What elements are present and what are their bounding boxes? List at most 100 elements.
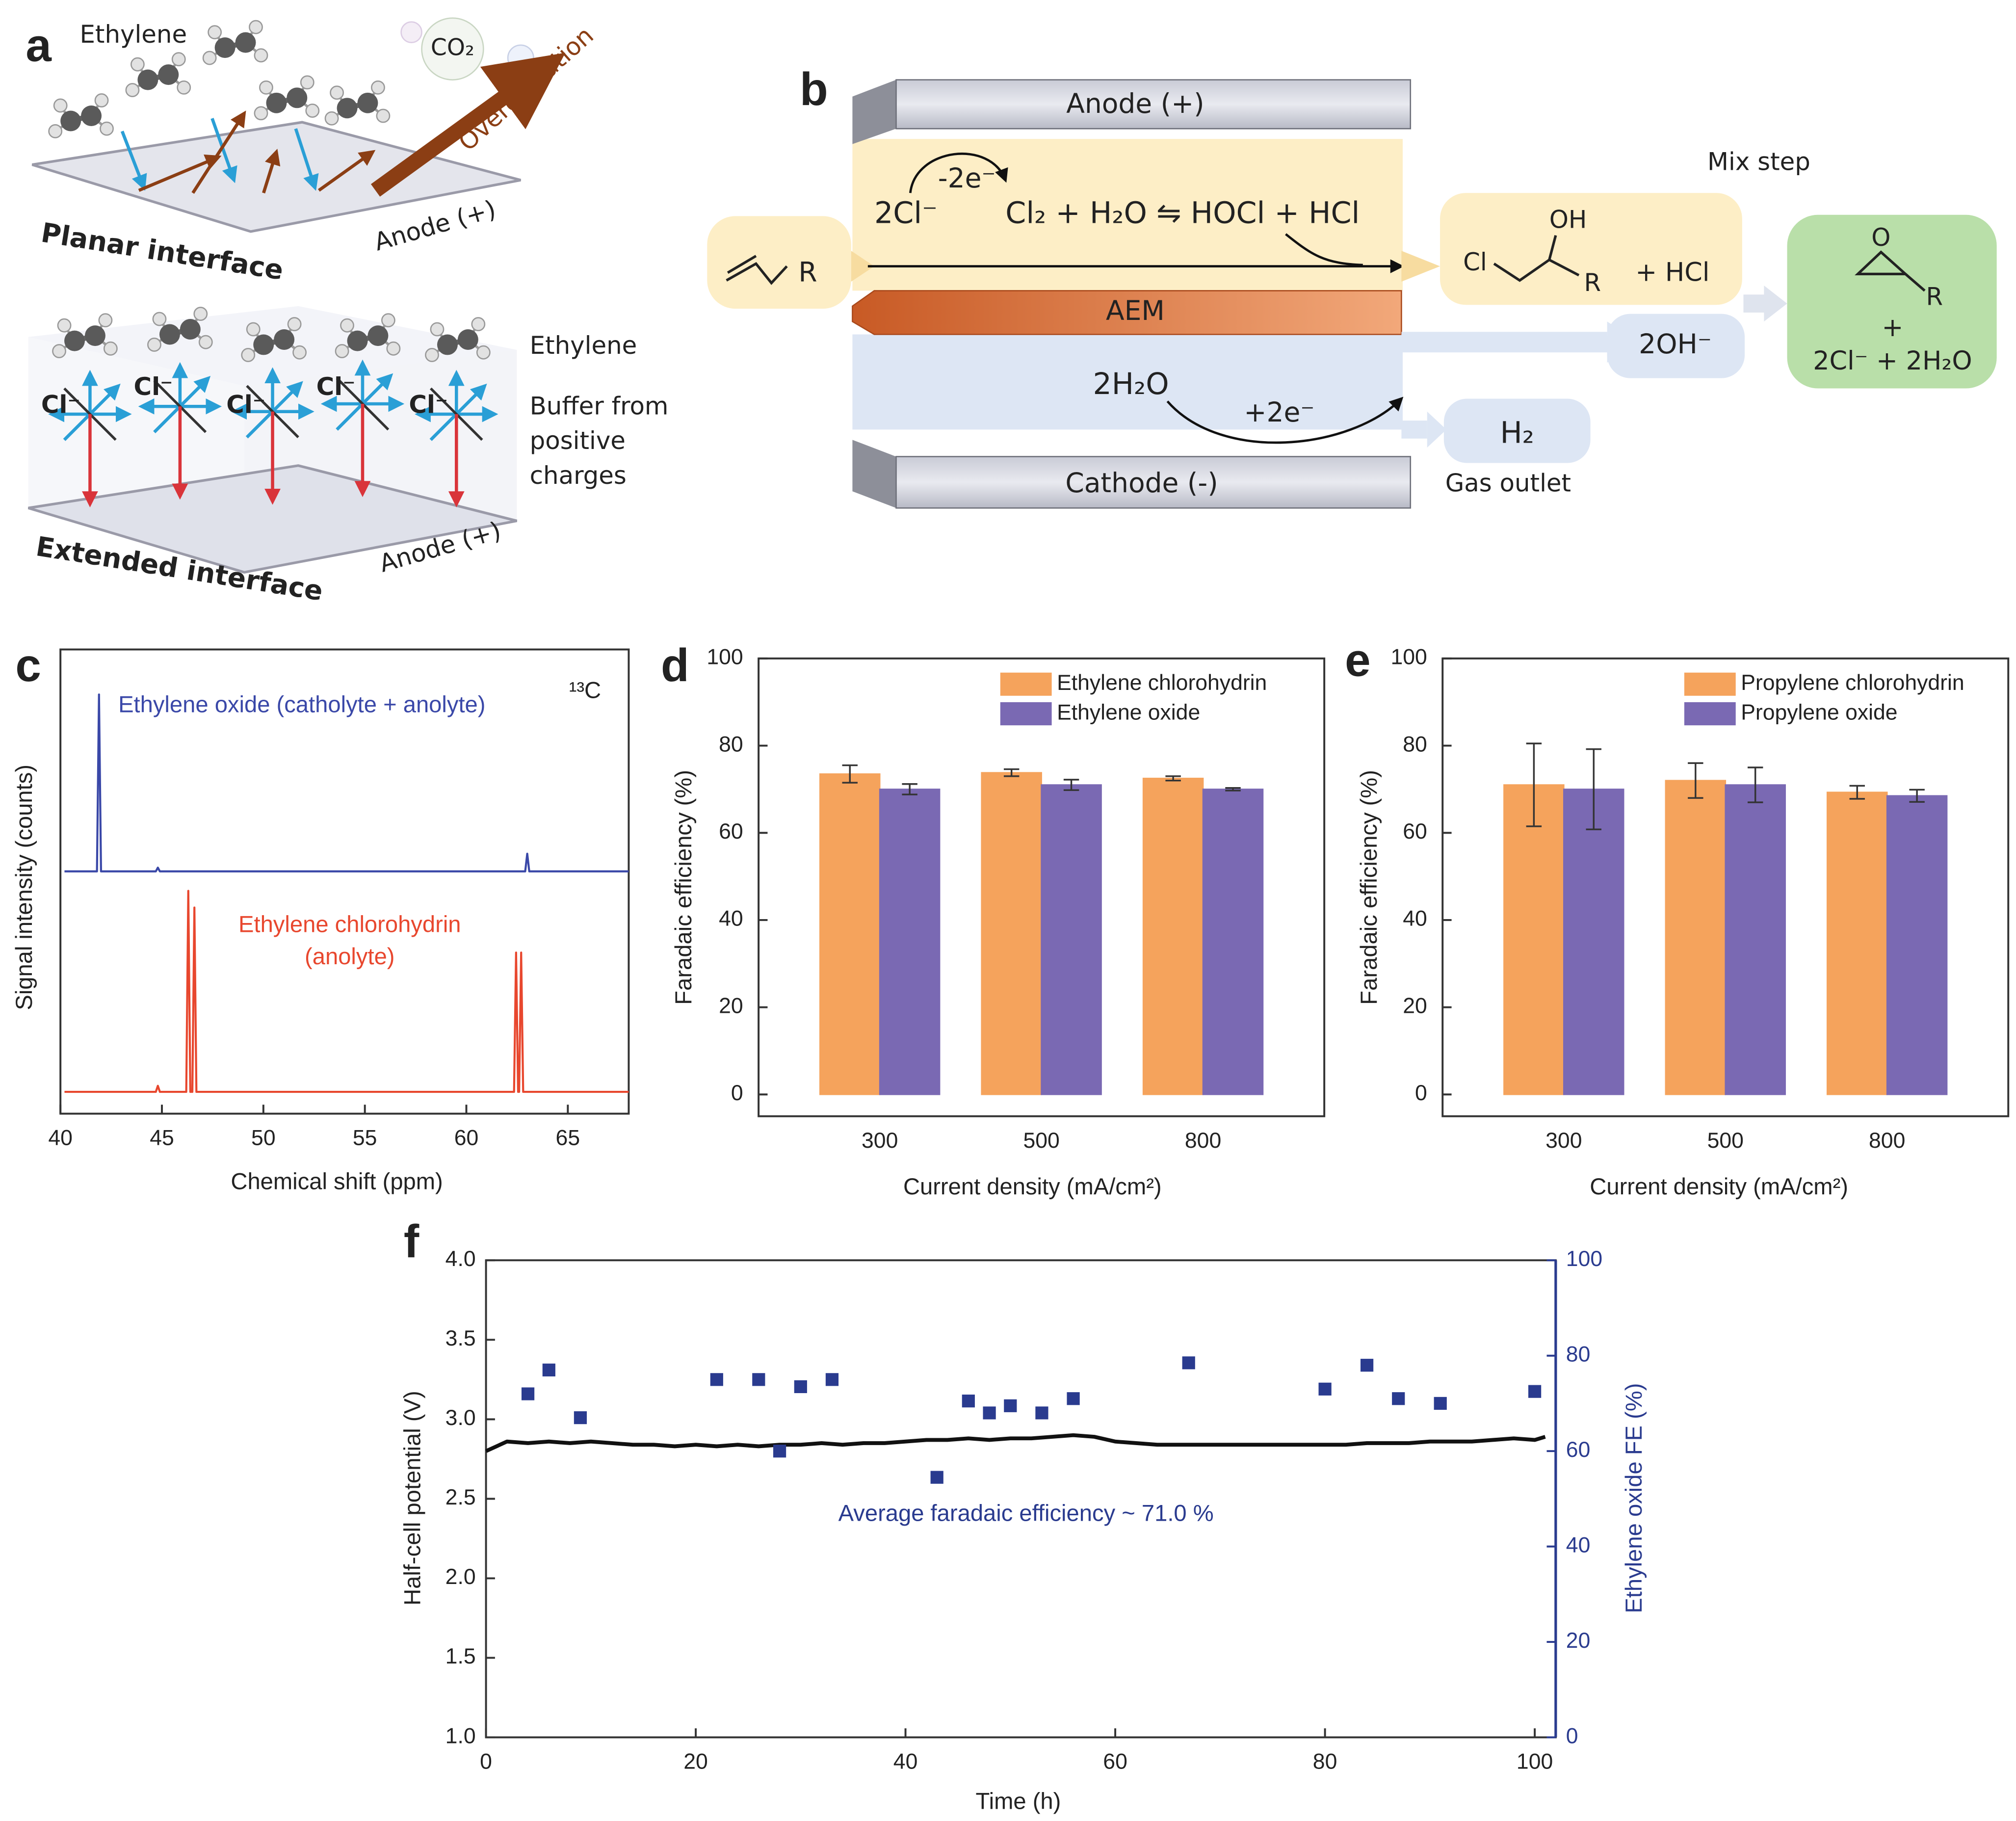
x-tick-label: 50	[251, 1126, 276, 1150]
ion-label: Cl⁻	[409, 391, 448, 419]
y-tick-label: 1.5	[445, 1644, 476, 1668]
epoxide-ring	[1855, 250, 1909, 275]
charts: c Chemical shift (ppm) Signal intensity (c…	[11, 634, 2010, 1814]
x-axis-label: Current density (mA/cm²)	[1590, 1173, 1848, 1199]
anode-bevel	[852, 79, 896, 144]
electron-label: -2e⁻	[938, 162, 996, 194]
bar	[1826, 792, 1888, 1095]
x-tick-label: 55	[353, 1126, 377, 1150]
x-axis-label: Chemical shift (ppm)	[231, 1168, 443, 1194]
gas-label: Gas outlet	[1445, 469, 1571, 498]
error-bar	[1849, 785, 1865, 800]
bar	[1563, 789, 1624, 1095]
data-point	[1318, 1382, 1332, 1396]
panel-label: f	[404, 1215, 419, 1267]
x-tick-label: 800	[1185, 1129, 1221, 1153]
y2-tick-label: 60	[1566, 1438, 1591, 1462]
shape	[120, 131, 147, 191]
feed-substituent: R	[798, 256, 817, 288]
x-tick-label: 40	[893, 1750, 918, 1774]
gas-formula: H₂	[1500, 416, 1534, 450]
legend-label: Propylene oxide	[1741, 700, 1897, 724]
ion-label: Cl⁻	[134, 372, 173, 401]
y-tick-label: 0	[731, 1081, 743, 1105]
y-tick-label: 2.0	[445, 1565, 476, 1589]
data-point	[794, 1380, 807, 1394]
cathode-bevel	[852, 440, 896, 508]
substituent-label: R	[1584, 268, 1601, 297]
hydroxyl-label: OH	[1549, 205, 1587, 234]
y2-tick-label: 20	[1566, 1629, 1591, 1653]
error-bar	[1165, 775, 1181, 782]
error-bar	[1688, 762, 1703, 799]
bar	[1503, 784, 1565, 1095]
chlorohydrin-bond	[1493, 258, 1580, 282]
cathode-label: Cathode (-)	[1065, 467, 1218, 499]
data-point	[930, 1471, 943, 1484]
x-tick-label: 300	[862, 1129, 898, 1153]
chlorine-label: Cl	[1463, 248, 1487, 276]
molecule-label: Ethylene	[79, 20, 187, 49]
reactant-label: 2Cl⁻	[874, 196, 938, 230]
plot-frame	[485, 1259, 1557, 1739]
error-bar	[1003, 768, 1020, 777]
error-bar	[1586, 748, 1601, 830]
bubble	[400, 21, 422, 43]
y-axis-label: Half-cell potential (V)	[399, 1391, 425, 1606]
bubble-label: CO₂	[431, 34, 474, 61]
anode	[895, 79, 1412, 130]
epoxide-bond	[1904, 273, 1926, 292]
chlorohydrin-bond	[1548, 235, 1557, 261]
shape	[191, 110, 246, 194]
legend-swatch	[1000, 702, 1052, 726]
x-tick-label: 60	[454, 1126, 479, 1150]
glyph	[49, 94, 113, 137]
legend-label: Ethylene oxide	[1057, 700, 1200, 724]
feed-arrow	[851, 251, 874, 282]
plus-label: +	[1882, 313, 1903, 343]
bar	[1142, 777, 1204, 1095]
x-tick-label: 60	[1103, 1750, 1127, 1774]
y-axis-label: Faradaic efficiency (%)	[670, 770, 696, 1005]
annotation: Ethylene oxide (catholyte + anolyte)	[118, 691, 485, 717]
panel-label: a	[26, 20, 52, 71]
error-bar	[1225, 787, 1241, 792]
plot-frame	[1441, 657, 2010, 1117]
shape	[317, 150, 376, 192]
data-line	[64, 693, 629, 872]
shape	[262, 149, 281, 194]
bar	[1041, 784, 1102, 1095]
y-tick-label: 60	[1403, 819, 1427, 844]
shape	[370, 53, 566, 197]
equation: Cl₂ + H₂O ⇋ HOCl + HCl	[1005, 196, 1360, 230]
y-tick-label: 40	[1403, 907, 1427, 931]
y-tick-label: 0	[1415, 1081, 1427, 1105]
data-line	[485, 1433, 1546, 1453]
error-bar	[1747, 766, 1763, 803]
molecule-label: Ethylene	[530, 331, 637, 360]
y-axis-label: Signal intensity (counts)	[11, 765, 37, 1010]
mix-flow	[1743, 294, 1767, 313]
data-point	[710, 1373, 723, 1386]
data-point	[1392, 1392, 1405, 1405]
x-axis-label: Current density (mA/cm²)	[903, 1173, 1162, 1199]
data-point	[1182, 1356, 1195, 1370]
plot-frame	[59, 648, 630, 1115]
planar-plate	[31, 121, 521, 233]
ion-label: Cl⁻	[316, 372, 356, 401]
hydroxide-flow	[1401, 332, 1607, 353]
x-axis-label: Time (h)	[976, 1788, 1061, 1814]
data-point	[752, 1373, 765, 1386]
x-tick-label: 20	[683, 1750, 708, 1774]
bar	[1665, 780, 1727, 1095]
ion-label: Cl⁻	[226, 391, 265, 419]
x-tick-label: 300	[1545, 1129, 1582, 1153]
panel-b: b Anode (+) Cathode (-) AEM R -2e⁻ 2Cl⁻ …	[707, 63, 1997, 509]
annotation: ¹³C	[569, 677, 601, 703]
glyph	[325, 81, 390, 125]
y-tick-label: 20	[1403, 994, 1427, 1018]
shape	[294, 128, 319, 191]
y-tick-label: 20	[719, 994, 743, 1018]
y-tick-label: 3.5	[445, 1326, 476, 1350]
data-point	[1004, 1399, 1017, 1412]
